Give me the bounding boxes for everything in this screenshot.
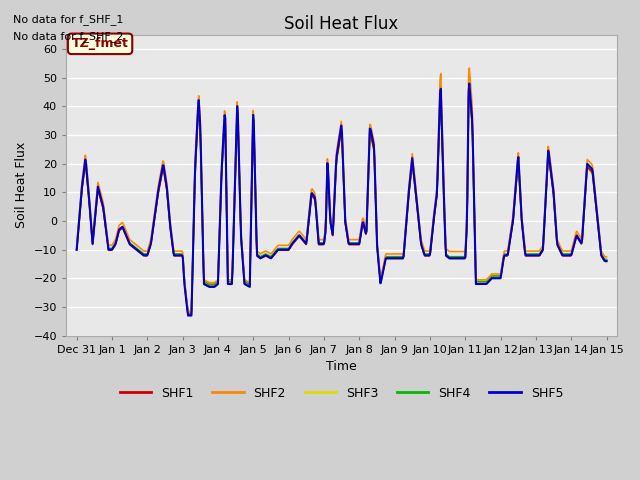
Text: No data for f_SHF_1: No data for f_SHF_1 — [13, 14, 123, 25]
X-axis label: Time: Time — [326, 360, 357, 373]
Title: Soil Heat Flux: Soil Heat Flux — [285, 15, 399, 33]
Y-axis label: Soil Heat Flux: Soil Heat Flux — [15, 142, 28, 228]
Text: TZ_fmet: TZ_fmet — [72, 37, 129, 50]
Text: No data for f_SHF_2: No data for f_SHF_2 — [13, 31, 124, 42]
Legend: SHF1, SHF2, SHF3, SHF4, SHF5: SHF1, SHF2, SHF3, SHF4, SHF5 — [115, 382, 568, 405]
